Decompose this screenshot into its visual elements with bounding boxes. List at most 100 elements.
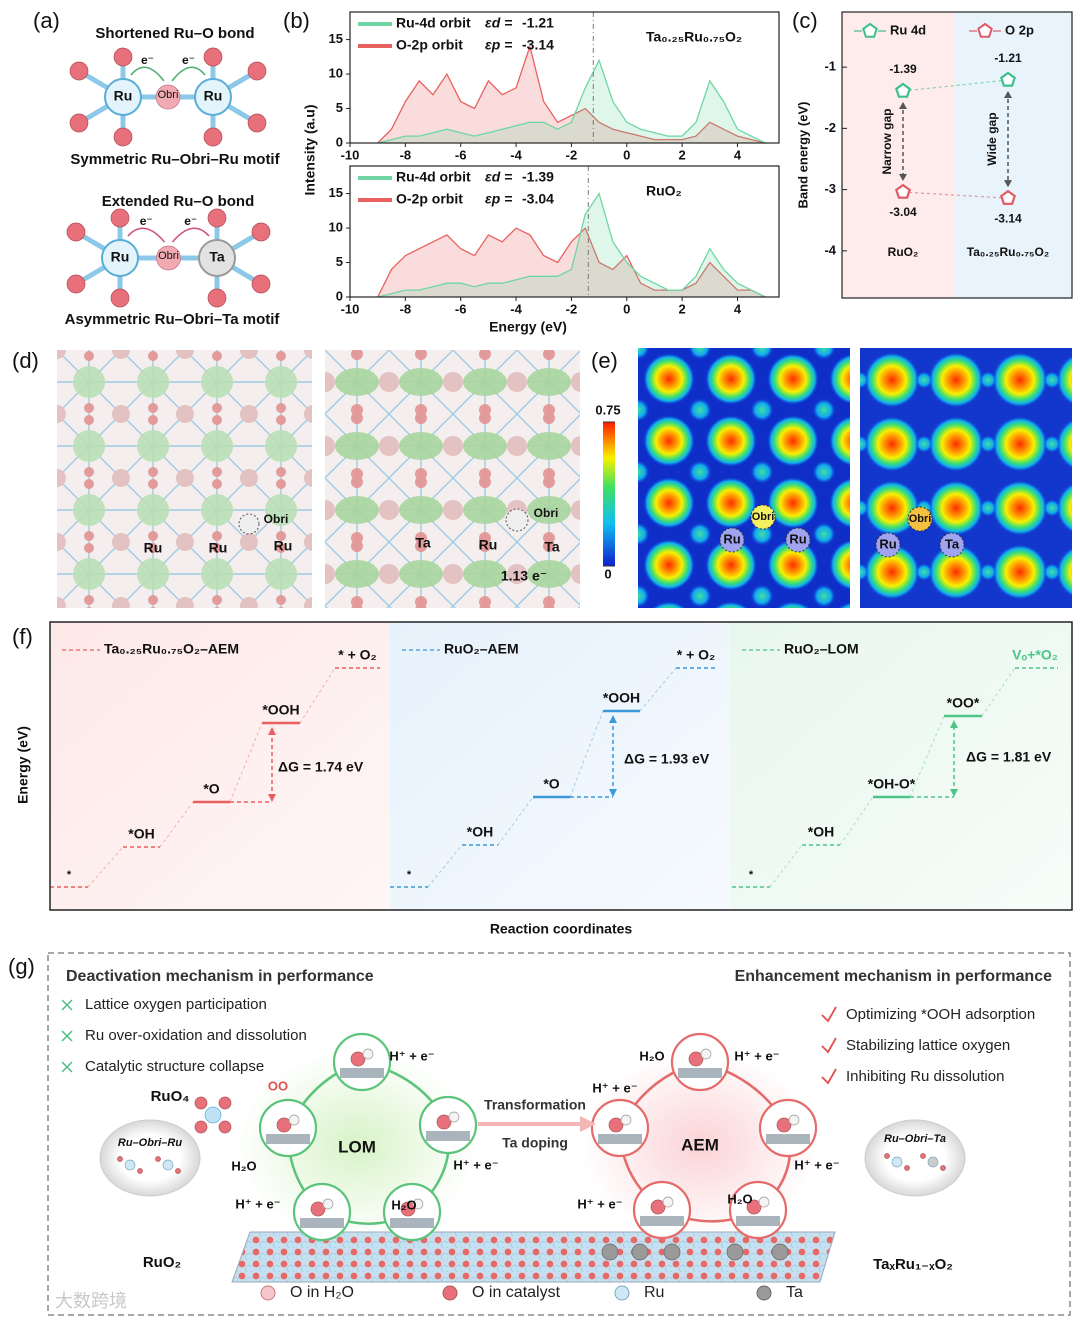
band-center-value: -3.14 <box>522 37 554 53</box>
oxygen-atom <box>436 1114 452 1130</box>
motif-label: Ru–Obri–Ta <box>884 1133 946 1145</box>
cycle-label: LOM <box>338 1137 376 1156</box>
atom-label: Obri <box>264 512 289 526</box>
oxygen-atom <box>218 1120 232 1134</box>
x-tick-label: -10 <box>341 147 360 162</box>
oxygen-atom <box>203 127 223 147</box>
check-icon <box>821 1006 837 1023</box>
hydrogen-atom <box>788 1114 800 1126</box>
panel-label: (d) <box>12 348 39 373</box>
oxygen-atom <box>69 113 89 133</box>
value-label: -3.04 <box>889 205 917 219</box>
atom-label: Ru <box>479 537 498 553</box>
legend-label: O 2p <box>1005 22 1034 37</box>
legend-label: Ru 4d <box>890 22 926 37</box>
list-item: Inhibiting Ru dissolution <box>846 1068 1004 1085</box>
oxygen-atom <box>194 1120 208 1134</box>
atom-marker <box>750 504 776 530</box>
hydrogen-atom <box>758 1196 770 1208</box>
motif-title: Extended Ru–O bond <box>102 193 255 210</box>
legend-marker <box>977 22 993 38</box>
oxygen-atom <box>884 1153 890 1159</box>
step-label: * + O₂ <box>677 647 716 663</box>
arrow-head <box>609 789 617 797</box>
oxygen-atom <box>350 1051 366 1067</box>
y-tick-label: -4 <box>824 242 836 257</box>
label: Ta <box>209 249 225 265</box>
elf-map <box>638 348 850 608</box>
surface <box>426 1131 470 1141</box>
transformation-label: Ta doping <box>502 1135 568 1151</box>
point <box>895 82 911 98</box>
band-center-value: -3.04 <box>522 191 554 207</box>
ta-atom <box>631 1243 649 1261</box>
y-tick-label: -2 <box>824 120 836 135</box>
point <box>894 183 912 199</box>
x-tick-label: -2 <box>566 147 578 162</box>
oxygen-atom <box>137 1168 143 1174</box>
material-label: TaₓRu₁₋ₓO₂ <box>873 1256 953 1273</box>
plot-frame <box>49 621 1073 911</box>
y-tick-label: -1 <box>824 59 836 74</box>
bg-right <box>955 12 1072 298</box>
arrow-head <box>609 715 617 723</box>
check-icon <box>821 1068 837 1085</box>
delta-g-label: ΔG = 1.93 eV <box>624 751 710 767</box>
reactant-label: H⁺ + e⁻ <box>794 1157 839 1172</box>
list-item: Ru over-oxidation and dissolution <box>85 1027 307 1044</box>
oxygen-atom <box>608 1117 624 1133</box>
label: Ru <box>114 88 133 104</box>
lattice-oxygen-label: OO <box>268 1078 288 1093</box>
label: Ru <box>111 249 130 265</box>
x-tick-label: -6 <box>455 147 467 162</box>
atom-marker <box>785 527 811 553</box>
atom-label: Ru <box>209 540 228 556</box>
oxygen-atom <box>207 208 227 228</box>
material-label: RuO₂ <box>143 1254 181 1271</box>
x-axis-label: Energy (eV) <box>489 319 567 335</box>
delta-g-label: ΔG = 1.74 eV <box>278 759 364 775</box>
connector <box>497 796 534 846</box>
y-tick-label: 10 <box>329 65 343 80</box>
oxygen-atom <box>776 1117 792 1133</box>
arrow-head <box>1004 180 1012 188</box>
y-tick-label: 5 <box>336 254 343 269</box>
heading: Enhancement mechanism in performance <box>735 968 1053 985</box>
list-item: Stabilizing lattice oxygen <box>846 1037 1010 1054</box>
ta-atom <box>663 1243 681 1261</box>
oxygen-atom <box>175 1168 181 1174</box>
x-tick-label: -10 <box>341 301 360 316</box>
reactant-label: H⁺ + e⁻ <box>453 1157 498 1172</box>
reactant-label: H₂O <box>391 1197 416 1212</box>
arrow-head <box>268 727 276 735</box>
hydrogen-atom <box>322 1198 334 1210</box>
ru-atom <box>104 78 142 116</box>
cycle-label: AEM <box>681 1135 719 1154</box>
material-label: RuO₂ <box>646 183 682 199</box>
step-label: * + O₂ <box>338 647 377 663</box>
arrow-head <box>268 794 276 802</box>
legend-label: Ru <box>644 1284 664 1301</box>
arrow-head <box>899 102 907 110</box>
label: e⁻ <box>141 53 154 67</box>
oxygen-atom <box>113 127 133 147</box>
pathway-name: RuO₂–AEM <box>444 641 519 657</box>
panel-label: (a) <box>33 8 60 33</box>
surface <box>598 1134 642 1144</box>
cross-icon <box>61 999 73 1011</box>
species-label: RuO₄ <box>151 1088 190 1105</box>
hydrogen-atom <box>412 1198 424 1210</box>
ta-atom <box>198 239 236 277</box>
x-tick-label: 4 <box>734 301 742 316</box>
reactant-label: H⁺ + e⁻ <box>235 1196 280 1211</box>
atom-label: Obri <box>752 511 775 523</box>
legend-label: Ta <box>786 1284 803 1301</box>
ta-atom <box>927 1156 939 1168</box>
atom-label: Ru <box>789 531 806 546</box>
panel-label: (f) <box>12 624 33 649</box>
ta-atom <box>726 1243 744 1261</box>
y-axis-label: Band energy (eV) <box>795 102 810 209</box>
reactant-label: H⁺ + e⁻ <box>592 1080 637 1095</box>
plot-frame <box>841 11 1073 299</box>
ru-atom <box>162 1159 174 1171</box>
